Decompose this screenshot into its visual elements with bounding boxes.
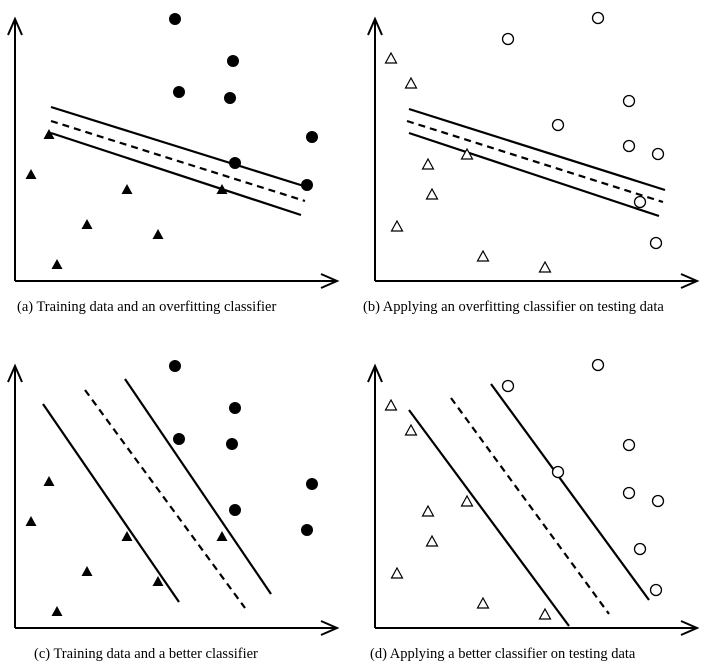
circle-point [169, 360, 181, 372]
circle-point [651, 147, 665, 161]
margin-line [42, 403, 180, 603]
circle-point [622, 94, 636, 108]
triangle-point [425, 187, 439, 200]
circle-point [169, 13, 181, 25]
triangle-point [476, 249, 490, 262]
triangle-point [216, 184, 228, 194]
circle-point [651, 494, 665, 508]
triangle-point [81, 219, 93, 229]
triangle-point [43, 476, 55, 486]
triangle-point [43, 129, 55, 139]
margin-line [408, 107, 666, 192]
circle-point [226, 438, 238, 450]
circle-point [229, 402, 241, 414]
triangle-point [384, 51, 398, 64]
panel-c [7, 360, 340, 636]
x-axis-arrow [320, 620, 340, 636]
y-axis-arrow [367, 363, 383, 383]
triangle-point [25, 169, 37, 179]
panel-a [7, 13, 340, 289]
triangle-point [460, 147, 474, 160]
circle-point [301, 179, 313, 191]
triangle-point [460, 494, 474, 507]
decision-boundary-line [406, 119, 664, 204]
panel-d [367, 358, 700, 636]
circle-point [173, 86, 185, 98]
circle-point [173, 433, 185, 445]
circle-point [622, 139, 636, 153]
caption-a: (a) Training data and an overfitting cla… [17, 299, 277, 315]
circle-point [649, 236, 663, 250]
circle-point [227, 55, 239, 67]
triangle-point [538, 260, 552, 273]
triangle-point [51, 259, 63, 269]
triangle-point [421, 157, 435, 170]
triangle-point [421, 504, 435, 517]
margin-line [50, 131, 302, 217]
x-axis-arrow [680, 620, 700, 636]
margin-line [408, 409, 570, 627]
circle-point [229, 157, 241, 169]
circle-point [591, 11, 605, 25]
triangle-point [538, 607, 552, 620]
triangle-point [404, 76, 418, 89]
y-axis-arrow [7, 16, 23, 36]
y-axis-arrow [7, 363, 23, 383]
circle-point [622, 438, 636, 452]
x-axis-arrow [680, 273, 700, 289]
triangle-point [404, 423, 418, 436]
triangle-point [81, 566, 93, 576]
triangle-point [390, 566, 404, 579]
circle-point [501, 379, 515, 393]
circle-point [591, 358, 605, 372]
margin-line [124, 378, 272, 595]
margin-line [408, 131, 660, 218]
circle-point [306, 478, 318, 490]
margin-line [490, 383, 650, 601]
triangle-point [476, 596, 490, 609]
triangle-point [425, 534, 439, 547]
panel-b [367, 11, 700, 289]
decision-boundary-line [84, 389, 246, 609]
triangle-point [390, 219, 404, 232]
caption-c: (c) Training data and a better classifie… [34, 646, 258, 662]
margin-line [50, 105, 308, 189]
x-axis-arrow [320, 273, 340, 289]
triangle-point [121, 184, 133, 194]
caption-b: (b) Applying an overfitting classifier o… [363, 299, 664, 315]
circle-point [224, 92, 236, 104]
triangle-point [216, 531, 228, 541]
circle-point [551, 118, 565, 132]
y-axis-arrow [367, 16, 383, 36]
circle-point [229, 504, 241, 516]
triangle-point [121, 531, 133, 541]
circle-point [501, 32, 515, 46]
caption-d: (d) Applying a better classifier on test… [370, 646, 636, 662]
circle-point [633, 542, 647, 556]
triangle-point [25, 516, 37, 526]
circle-point [551, 465, 565, 479]
triangle-point [152, 576, 164, 586]
triangle-point [51, 606, 63, 616]
decision-boundary-line [450, 397, 610, 615]
triangle-point [384, 398, 398, 411]
triangle-point [152, 229, 164, 239]
circle-point [649, 583, 663, 597]
circle-point [622, 486, 636, 500]
circle-point [301, 524, 313, 536]
circle-point [306, 131, 318, 143]
circle-point [633, 195, 647, 209]
decision-boundary-line [50, 119, 306, 203]
